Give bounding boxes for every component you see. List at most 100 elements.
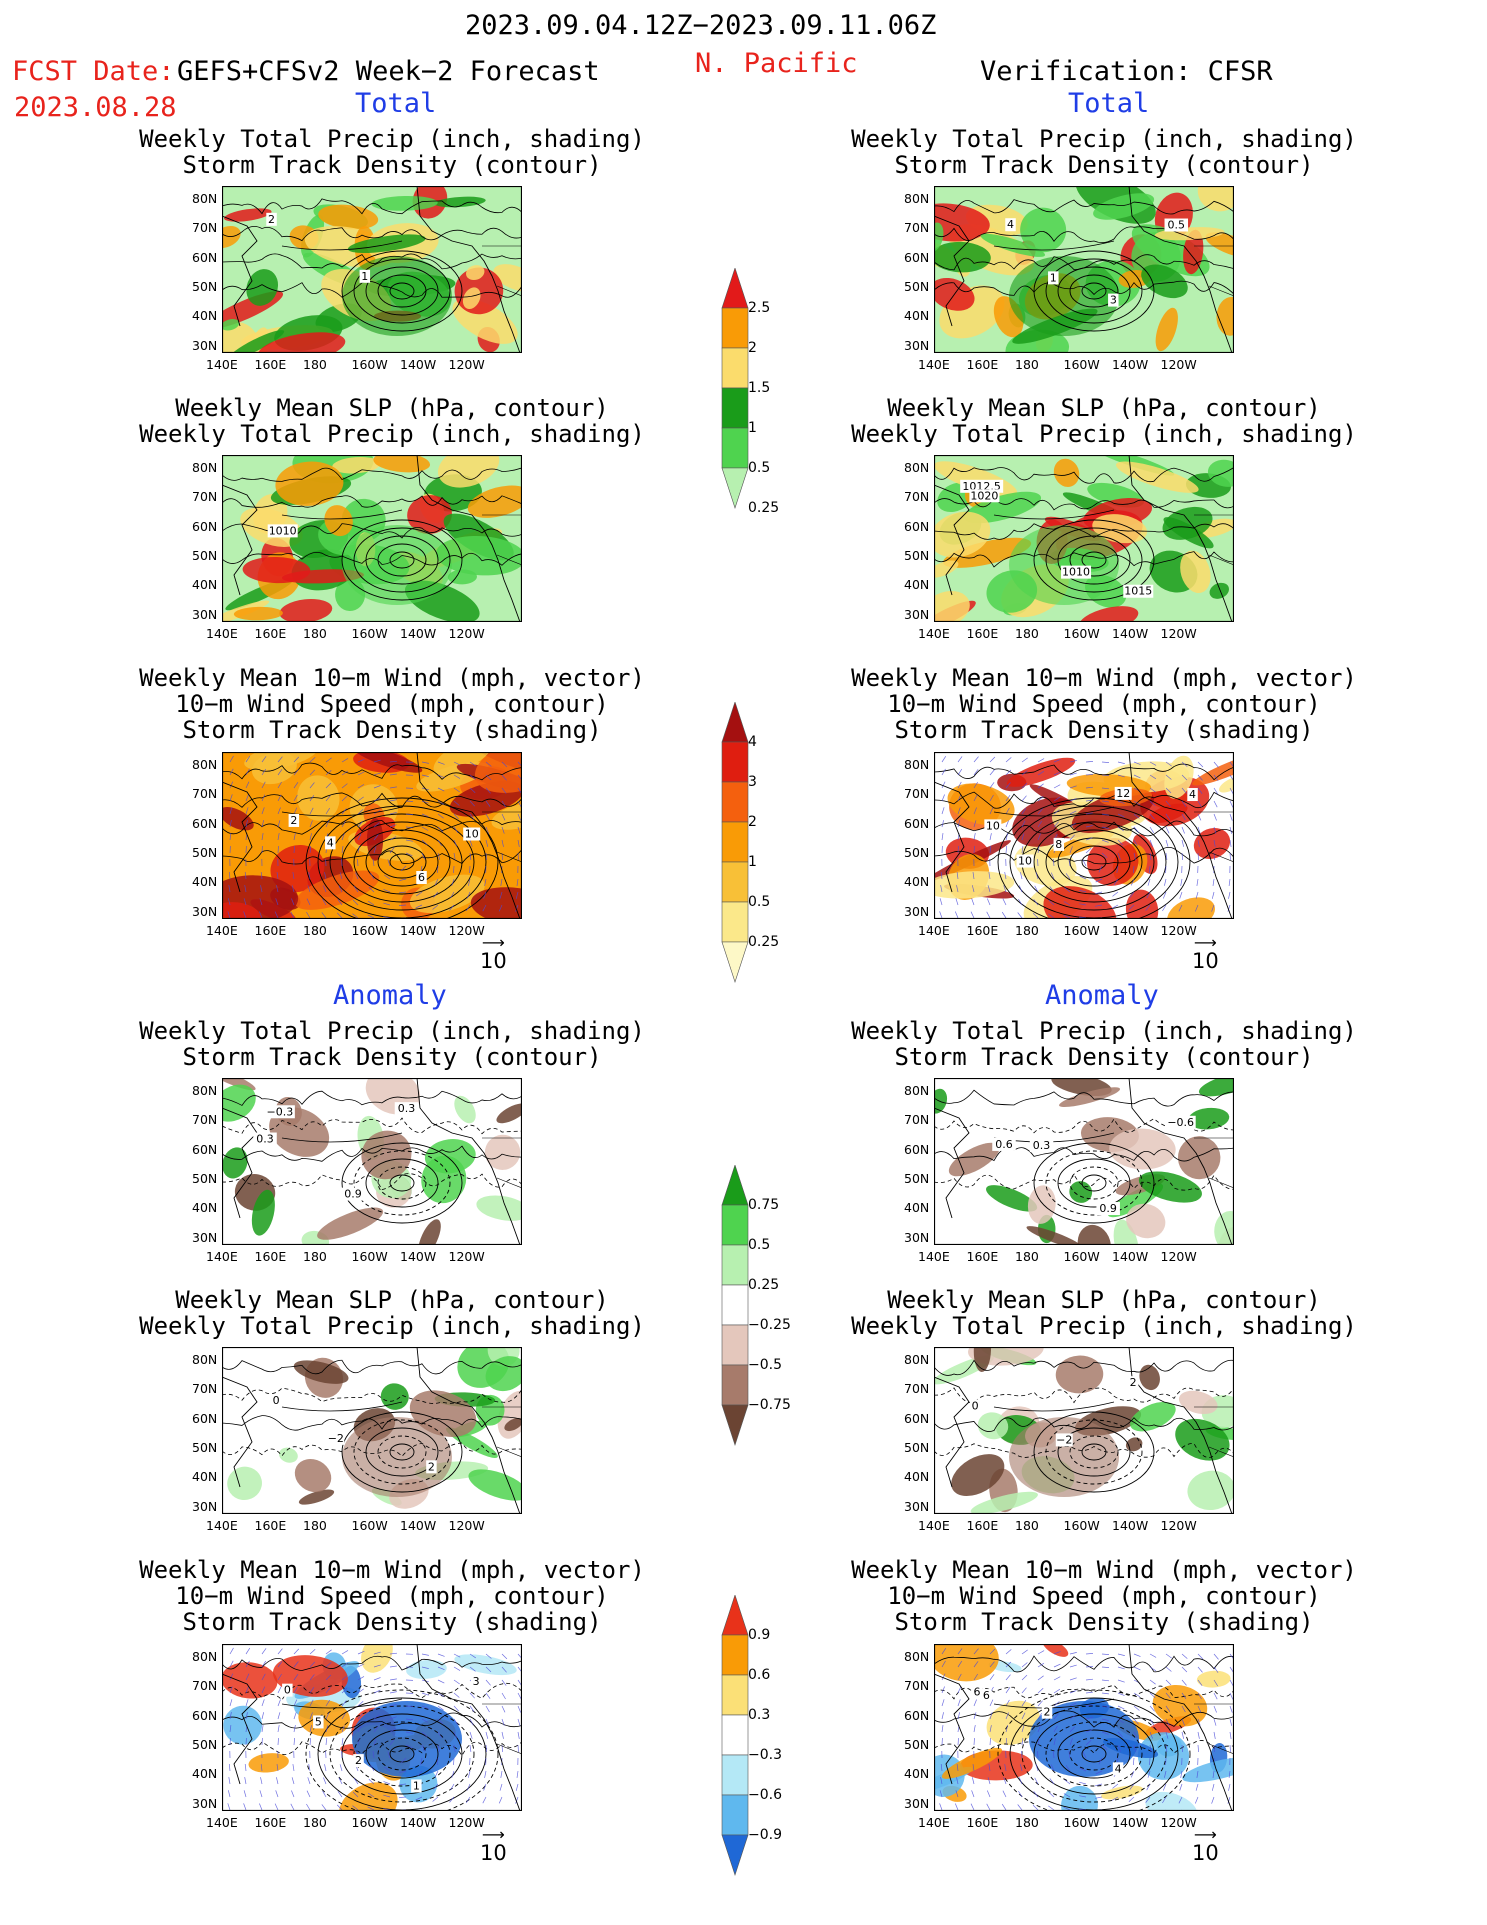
wind-vector: [277, 845, 279, 854]
wind-vector: [1212, 1770, 1215, 1778]
wind-vector: [939, 911, 943, 919]
wind-vector: [405, 813, 414, 815]
wind-vector: [1181, 1731, 1185, 1739]
wind-vector: [1181, 774, 1188, 781]
wind-vector: [1085, 761, 1094, 763]
wind-vector: [1035, 1764, 1039, 1772]
wind-vector: [957, 1660, 963, 1668]
shading-blob: [419, 806, 485, 833]
contour-line: [997, 1689, 1191, 1811]
wind-vector: [372, 1751, 375, 1759]
shading-blob: [1138, 1171, 1202, 1203]
shading-blob: [496, 1103, 522, 1124]
contour-line: [222, 225, 522, 242]
wind-vector: [1021, 1712, 1026, 1720]
contour-line: [1033, 519, 1155, 601]
contour-line: [934, 1147, 1234, 1162]
wind-vector: [1085, 786, 1094, 789]
contour-label: 0: [282, 1683, 293, 1697]
wind-vector: [1021, 1674, 1028, 1681]
wind-vector: [1133, 1718, 1139, 1725]
lat-tick-label: 40N: [904, 1200, 930, 1216]
wind-vector: [260, 885, 263, 893]
wind-vector: [229, 1647, 234, 1655]
wind-vector: [1165, 761, 1172, 767]
colorbar-segment: [721, 1714, 749, 1756]
shading-blob: [1180, 550, 1211, 594]
contour-line: [353, 258, 451, 324]
wind-vector: [399, 878, 407, 881]
wind-vector: [228, 1763, 231, 1772]
wind-vector: [1018, 898, 1023, 906]
wind-vector: [973, 1699, 977, 1707]
wind-vector: [1133, 800, 1141, 806]
coastline: [1128, 1347, 1233, 1514]
panel-title: Weekly Total Precip (inch, shading) Storm…: [92, 1018, 692, 1070]
wind-vector: [1005, 833, 1009, 841]
wind-vector: [387, 1751, 391, 1759]
lon-tick-label: 140W: [1112, 1815, 1149, 1830]
lon-tick-label: 160E: [254, 1518, 287, 1533]
wind-vector: [1053, 1701, 1060, 1707]
wind-vector: [1117, 1731, 1123, 1738]
lat-tick-label: 60N: [192, 249, 218, 265]
wind-vector: [367, 1806, 375, 1811]
contour-label: −2: [1055, 1433, 1073, 1447]
wind-vector: [421, 826, 429, 831]
wind-vector: [1181, 1692, 1187, 1699]
wind-vector: [1005, 820, 1009, 828]
wind-vector: [1005, 845, 1008, 854]
lon-tick-label: 120W: [448, 1518, 485, 1533]
lat-tick-label: 70N: [192, 1381, 218, 1397]
wind-vector: [469, 800, 475, 807]
contour-label: −0.6: [1165, 1115, 1196, 1129]
wind-vector: [1053, 1676, 1061, 1681]
lon-tick-label: 160E: [966, 1518, 999, 1533]
wind-vector: [434, 878, 439, 886]
wind-vector: [1197, 813, 1202, 821]
fcst-label: FCST Date:: [12, 56, 175, 87]
shading-blob: [1109, 1128, 1176, 1170]
wind-vector: [1095, 1783, 1103, 1787]
lon-tick-label: 140E: [206, 923, 238, 938]
wind-vector: [1164, 1770, 1167, 1778]
wind-vector: [453, 774, 461, 779]
lat-tick-label: 60N: [904, 249, 930, 265]
wind-vector: [276, 1777, 279, 1785]
contour-line: [1045, 829, 1143, 895]
contour-line: [389, 282, 415, 300]
svg-text:10: 10: [1018, 855, 1032, 868]
wind-vector: [1149, 774, 1157, 780]
wind-vector: [1149, 1731, 1153, 1739]
wind-vector: [421, 1692, 429, 1696]
wind-vector: [337, 899, 343, 906]
wind-vector: [973, 845, 975, 854]
wind-vector: [325, 1712, 330, 1720]
wind-vector: [1005, 1699, 1010, 1707]
shading-blob: [298, 1489, 335, 1505]
contour-line: [934, 846, 1234, 865]
wind-vector: [421, 852, 426, 860]
wind-vector: [501, 1653, 508, 1660]
contour-line: [377, 543, 427, 577]
shading-blob: [433, 752, 496, 775]
shading-blob: [222, 1084, 256, 1122]
wind-vector: [1162, 904, 1167, 912]
colorbar-segment: [721, 781, 749, 823]
wind-vector: [276, 885, 279, 893]
wind-vector: [357, 1738, 360, 1746]
wind-vector: [309, 757, 316, 763]
lat-tick-label: 40N: [904, 1766, 930, 1782]
panel-title: Weekly Mean SLP (hPa, contour) Weekly Tot…: [92, 395, 692, 447]
svg-text:−0.3: −0.3: [266, 1105, 293, 1118]
vector-reference-arrow: ⟶: [1193, 933, 1217, 952]
shading-blob: [1196, 1670, 1231, 1688]
lat-tick-label: 40N: [192, 874, 218, 890]
wind-vector: [1101, 1731, 1109, 1735]
contour-line: [1069, 1737, 1119, 1771]
shading-blob: [229, 856, 267, 873]
wind-vector: [1146, 891, 1151, 899]
wind-vector: [1117, 1718, 1124, 1724]
shading-blob: [222, 806, 254, 831]
wind-vector: [1149, 787, 1156, 793]
